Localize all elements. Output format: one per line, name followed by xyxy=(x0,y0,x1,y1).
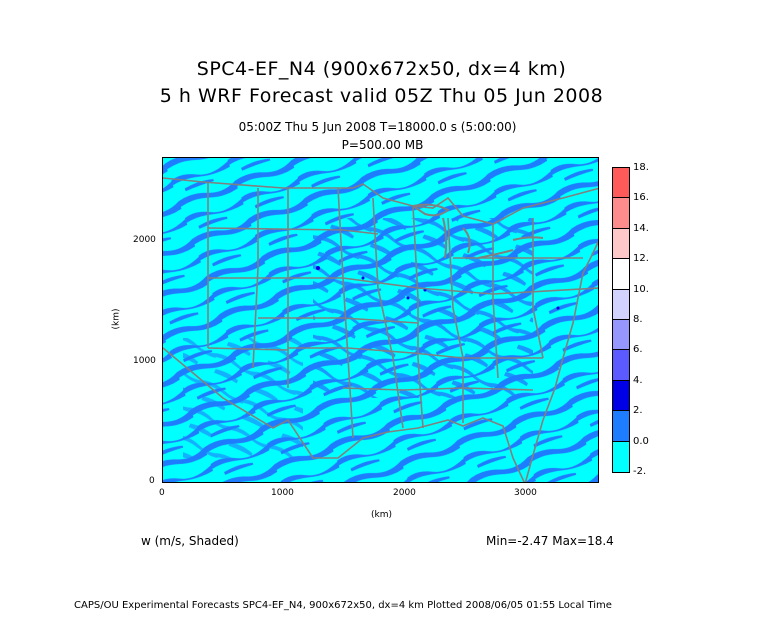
map-canvas xyxy=(163,158,598,482)
colorbar-label: 0.0 xyxy=(633,435,649,447)
x-tick-label: 1000 xyxy=(271,488,294,498)
min-max-stats: Min=-2.47 Max=18.4 xyxy=(486,534,614,548)
colorbar-segment xyxy=(613,289,629,320)
colorbar-segment xyxy=(613,168,629,199)
colorbar-label: 14. xyxy=(633,222,649,234)
x-tick-label: 0 xyxy=(159,488,165,498)
colorbar-label: 2. xyxy=(633,405,643,417)
colorbar-segment xyxy=(613,259,629,290)
colorbar-segment xyxy=(613,198,629,229)
colorbar-label: 12. xyxy=(633,253,649,265)
colorbar-segment xyxy=(613,228,629,260)
colorbar-label: 4. xyxy=(633,374,643,386)
y-tick-label: 1000 xyxy=(133,356,156,366)
y-tick-label: 2000 xyxy=(133,235,156,245)
x-tick-label: 3000 xyxy=(514,488,537,498)
colorbar-label: 8. xyxy=(633,314,643,325)
colorbar-segment xyxy=(613,350,629,381)
y-axis-label: (km) xyxy=(111,308,122,330)
x-tick-label: 2000 xyxy=(393,488,416,498)
colorbar-segment xyxy=(613,320,629,351)
colorbar-segment xyxy=(613,441,629,472)
colorbar-label: 6. xyxy=(633,344,643,356)
map-title-line-2: 5 h WRF Forecast valid 05Z Thu 05 Jun 20… xyxy=(159,85,604,107)
footer-credits: CAPS/OU Experimental Forecasts SPC4-EF_N… xyxy=(74,600,612,611)
colorbar-segment xyxy=(613,380,629,412)
colorbar-label: 18. xyxy=(633,162,649,173)
y-tick-label: 0 xyxy=(149,476,155,486)
x-axis-label: (km) xyxy=(371,510,393,520)
map-title-line-1: SPC4-EF_N4 (900x672x50, dx=4 km) xyxy=(196,58,567,80)
colorbar-label: 16. xyxy=(633,192,649,204)
valid-time-subtitle: 05:00Z Thu 5 Jun 2008 T=18000.0 s (5:00:… xyxy=(238,120,517,134)
field-label: w (m/s, Shaded) xyxy=(141,534,239,548)
pressure-level-subtitle: P=500.00 MB xyxy=(341,138,424,152)
colorbar-segment xyxy=(613,411,629,442)
colorbar-label: -2. xyxy=(633,466,647,477)
colorbar xyxy=(612,167,630,473)
vertical-velocity-map xyxy=(162,157,599,483)
colorbar-label: 10. xyxy=(633,283,649,295)
